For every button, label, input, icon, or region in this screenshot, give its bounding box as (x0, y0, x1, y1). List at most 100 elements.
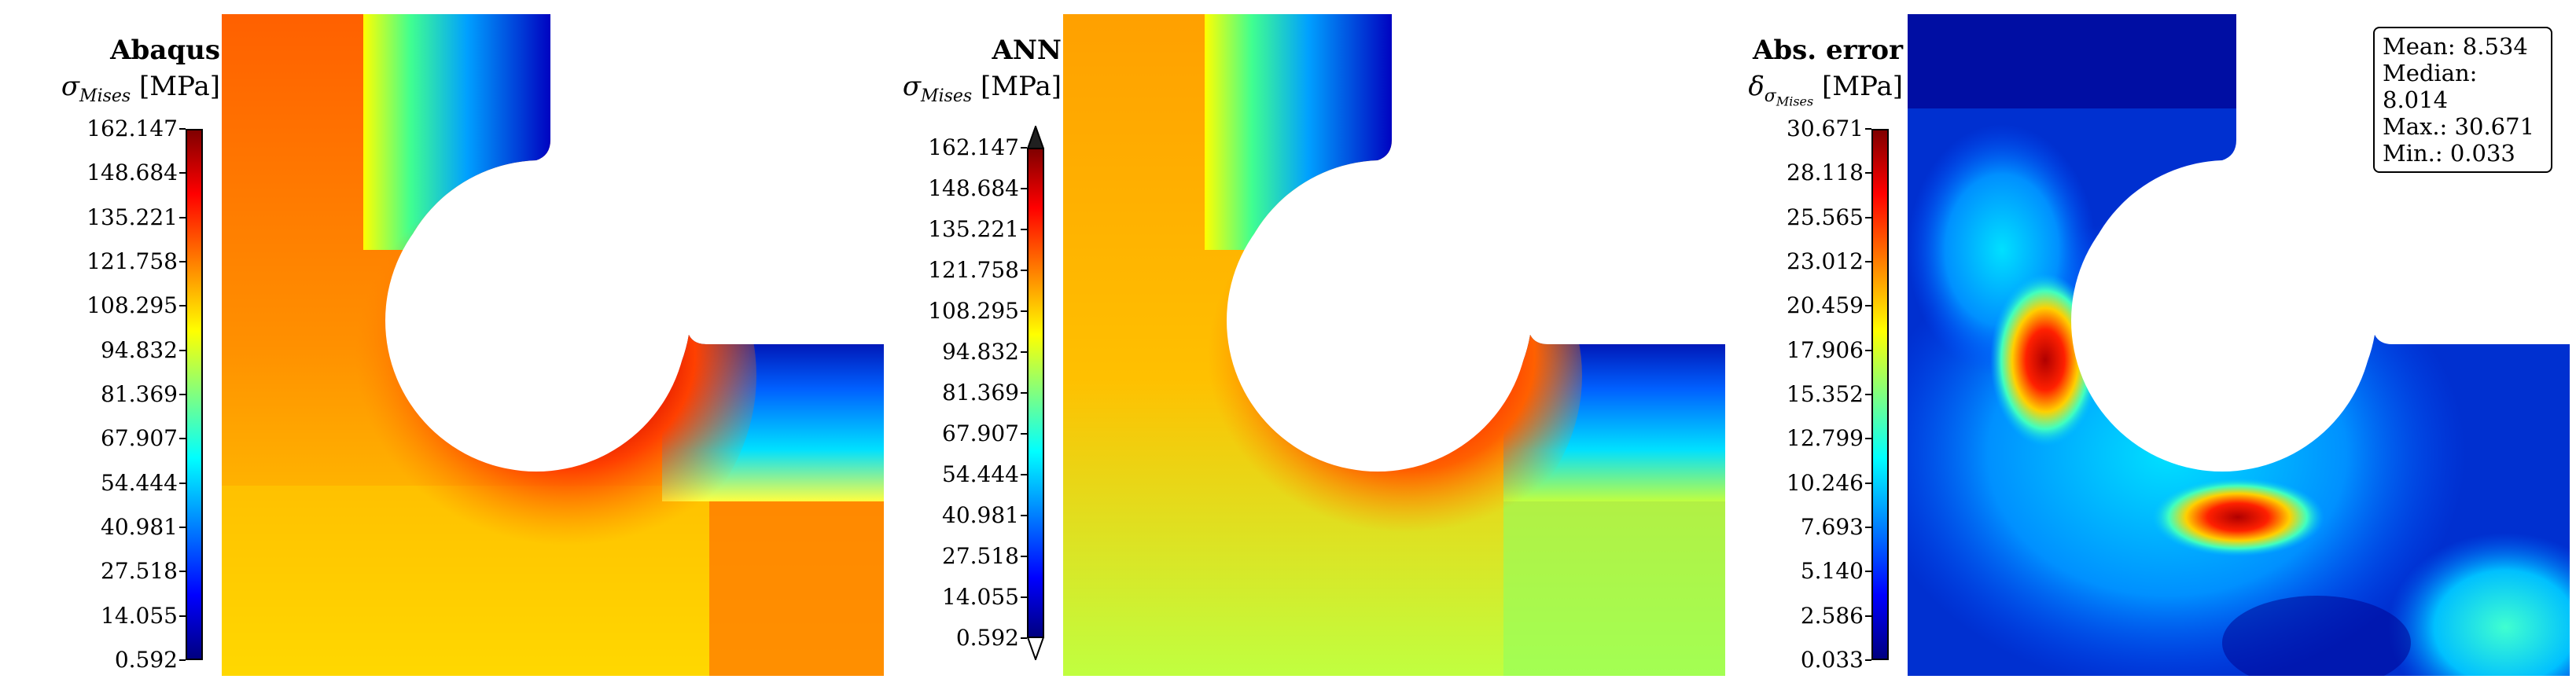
colorbar-tick-mark (1865, 216, 1871, 218)
colorbar-tick-mark (1021, 188, 1027, 189)
stress-field-ann (1063, 14, 1725, 676)
colorbar-tick-label: 135.221 (86, 204, 178, 230)
colorbar-tick-mark (1865, 349, 1871, 351)
panel-title: Abaqus (110, 35, 220, 66)
panel-abaqus: Abaqus σMises [MPa] 162.147 148.684 135.22… (0, 0, 884, 690)
colorbar-tick-label: 108.295 (86, 292, 178, 319)
colorbar-tick-label: 108.295 (928, 298, 1019, 324)
colorbar-tick-mark (1021, 433, 1027, 435)
colorbar-tick-mark (179, 349, 186, 351)
colorbar-tick-label: 40.981 (942, 502, 1019, 528)
colorbar-tick-mark (1021, 515, 1027, 516)
colorbar-tick-mark (1021, 474, 1027, 475)
colorbar-tick-mark (1021, 310, 1027, 312)
colorbar-tick-mark (1865, 615, 1871, 617)
stat-min: Min.: 0.033 (2383, 140, 2515, 167)
colorbar-tick-mark (1865, 659, 1871, 661)
statistics-box: Mean: 8.534 Median: 8.014 Max.: 30.671 M… (2373, 27, 2552, 173)
colorbar-tick-mark (1865, 305, 1871, 307)
colorbar-tick-mark (179, 571, 186, 573)
colorbar-tick-mark (179, 394, 186, 395)
colorbar-tick-label: 94.832 (101, 336, 178, 363)
colorbar-tick-label: 2.586 (1800, 602, 1864, 629)
colorbar-tick-label: 30.671 (1787, 116, 1864, 141)
colorbar-tick-mark (1865, 128, 1871, 130)
stress-field-abaqus (222, 14, 884, 676)
colorbar-tick-mark (179, 482, 186, 484)
colorbar-tick-label: 0.592 (114, 647, 178, 673)
colorbar-tick-label: 17.906 (1787, 336, 1864, 363)
colorbar-tick-label: 54.444 (942, 461, 1019, 487)
colorbar-tick-mark (179, 527, 186, 528)
colorbar-tick-label: 121.758 (928, 257, 1019, 283)
colorbar-tick-label: 0.033 (1800, 647, 1864, 673)
colorbar-tick-label: 40.981 (101, 514, 178, 540)
colorbar-tick-label: 54.444 (101, 469, 178, 496)
colorbar-label: σMises [MPa] (903, 69, 1062, 114)
colorbar-tick-label: 135.221 (928, 216, 1019, 242)
stat-median: Median: 8.014 (2383, 60, 2478, 113)
delta-symbol: δ (1748, 71, 1765, 102)
colorbar-tick-mark (1021, 637, 1027, 639)
colorbar-tick-label: 81.369 (101, 381, 178, 407)
colorbar-tick-label: 67.907 (101, 425, 178, 452)
colorbar-tick-label: 121.758 (86, 248, 178, 274)
colorbar-arrow-bottom-icon (1027, 637, 1044, 660)
colorbar-tick-label: 28.118 (1787, 160, 1864, 186)
colorbar-tick-mark (1865, 571, 1871, 573)
sigma-symbol: σ (61, 71, 80, 102)
colorbar-tick-mark (179, 172, 186, 174)
panel-title: Abs. error (1752, 35, 1903, 66)
colorbar-tick-label: 15.352 (1787, 381, 1864, 407)
colorbar-tick-label: 27.518 (101, 558, 178, 585)
colorbar-tick-mark (1865, 438, 1871, 440)
colorbar-tick-mark (1021, 392, 1027, 394)
colorbar-tick-label: 0.592 (955, 625, 1019, 651)
colorbar-tick-mark (179, 615, 186, 617)
colorbar-label: σMises [MPa] (61, 69, 220, 114)
colorbar-arrow-top-icon (1027, 126, 1044, 149)
colorbar-tick-mark (179, 216, 186, 218)
colorbar-tick-mark (179, 438, 186, 440)
colorbar-tick-mark (1021, 229, 1027, 230)
colorbar-tick-mark (1865, 172, 1871, 174)
colorbar-tick-label: 7.693 (1800, 514, 1864, 540)
subscript: σ (1764, 86, 1776, 106)
colorbar-tick-mark (1021, 351, 1027, 353)
unit-label: [MPa] (139, 71, 220, 102)
colorbar-tick-mark (1865, 527, 1871, 528)
colorbar-tick-mark (1021, 596, 1027, 598)
stat-mean: Mean: 8.534 (2383, 33, 2528, 60)
colorbar-tick-mark (1865, 482, 1871, 484)
colorbar-tick-mark (1865, 394, 1871, 395)
colorbar-tick-label: 148.684 (928, 175, 1019, 201)
panel-abs-error: Abs. error δσMises [MPa] 30.671 28.118 25.… (1730, 0, 2576, 690)
sigma-symbol: σ (902, 71, 922, 102)
subscript: Mises (79, 86, 131, 106)
colorbar (1027, 148, 1044, 638)
colorbar-tick-mark (179, 128, 186, 130)
colorbar-tick-mark (1021, 270, 1027, 271)
colorbar-tick-label: 94.832 (942, 339, 1019, 365)
colorbar-tick-mark (1021, 556, 1027, 557)
unit-label: [MPa] (1822, 71, 1903, 102)
subscript2: Mises (1776, 94, 1814, 109)
colorbar-tick-mark (179, 305, 186, 307)
colorbar-label: δσMises [MPa] (1748, 69, 1903, 119)
colorbar-tick-label: 23.012 (1787, 248, 1864, 274)
colorbar-tick-label: 25.565 (1787, 204, 1864, 230)
colorbar-tick-mark (1865, 261, 1871, 262)
colorbar-tick-label: 5.140 (1800, 558, 1864, 585)
panel-ann: ANN σMises [MPa] 162.147 148.684 135.221 12… (865, 0, 1730, 690)
colorbar-tick-label: 14.055 (101, 602, 178, 629)
panel-title: ANN (992, 35, 1062, 66)
colorbar-tick-mark (1021, 147, 1027, 149)
colorbar-tick-label: 27.518 (942, 543, 1019, 569)
colorbar-tick-label: 148.684 (86, 160, 178, 186)
stat-max: Max.: 30.671 (2383, 113, 2535, 140)
colorbar-tick-label: 12.799 (1787, 425, 1864, 452)
colorbar-tick-label: 20.459 (1787, 292, 1864, 319)
unit-label: [MPa] (981, 71, 1062, 102)
colorbar-tick-mark (179, 659, 186, 661)
colorbar-tick-mark (179, 261, 186, 262)
